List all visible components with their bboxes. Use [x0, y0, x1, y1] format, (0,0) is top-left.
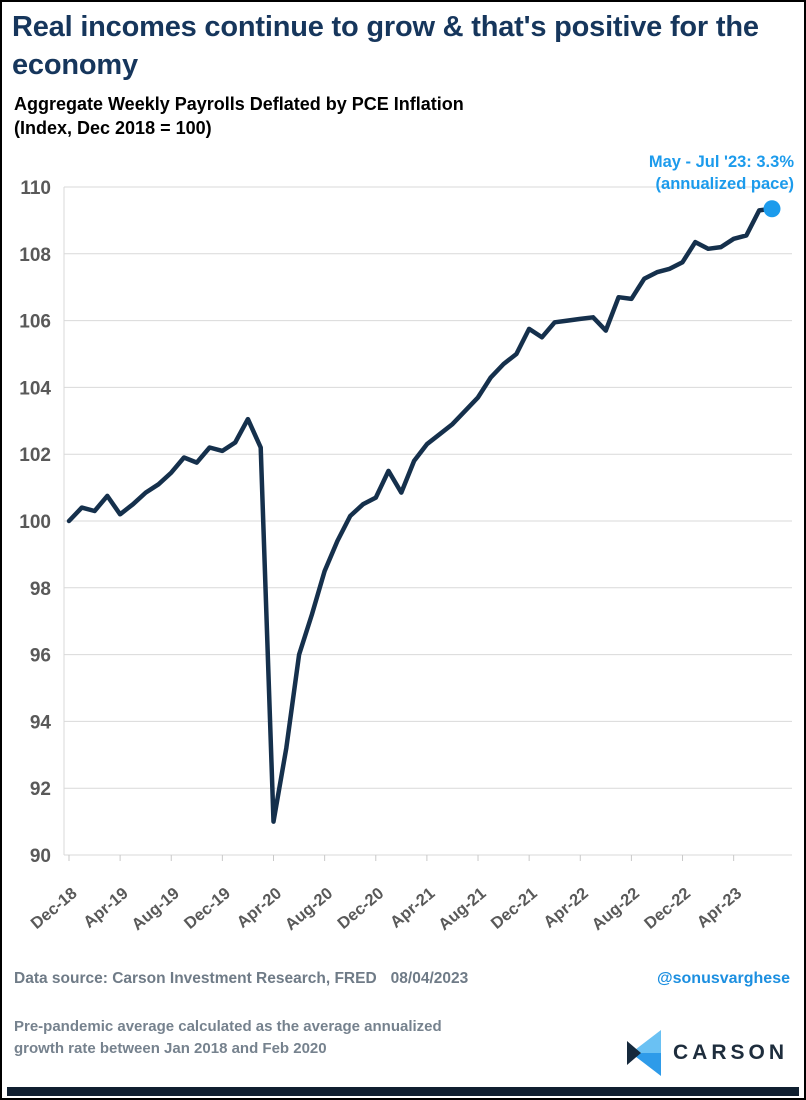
annotation-line2: (annualized pace)	[656, 175, 794, 193]
y-tick-label: 104	[19, 378, 51, 399]
logo-bottom-triangle	[630, 1053, 661, 1076]
x-tick-label: Aug-19	[128, 884, 182, 934]
x-tick-label: Apr-20	[233, 884, 285, 931]
x-tick-label: Apr-19	[80, 884, 132, 931]
x-tick-label: Aug-21	[435, 884, 489, 934]
x-tick-label: Dec-19	[181, 884, 234, 933]
data-source: Data source: Carson Investment Research,…	[14, 970, 468, 988]
y-tick-label: 100	[19, 512, 51, 533]
data-source-label: Data source: Carson Investment Research,…	[14, 970, 377, 987]
y-tick-label: 96	[30, 646, 51, 667]
footnote: Pre-pandemic average calculated as the a…	[14, 1016, 554, 1060]
page-title: Real incomes continue to grow & that's p…	[12, 11, 759, 82]
footnote-line2: growth rate between Jan 2018 and Feb 202…	[14, 1039, 327, 1057]
carson-logo: CARSON	[626, 1030, 788, 1076]
y-tick-label: 90	[30, 846, 51, 867]
x-tick-label: Apr-22	[540, 884, 592, 931]
y-tick-label: 92	[30, 779, 51, 800]
twitter-handle[interactable]: @sonusvarghese	[657, 970, 790, 987]
y-tick-label: 102	[19, 445, 51, 466]
x-tick-label: Apr-23	[694, 884, 746, 931]
y-tick-label: 98	[30, 579, 51, 600]
data-source-date: 08/04/2023	[390, 970, 469, 987]
bottom-accent-bar	[7, 1087, 799, 1096]
carson-logo-icon	[626, 1030, 661, 1076]
chart-subtitle: Aggregate Weekly Payrolls Deflated by PC…	[14, 93, 614, 141]
y-tick-label: 110	[20, 178, 51, 199]
x-tick-label: Dec-20	[334, 884, 387, 933]
x-tick-label: Dec-21	[488, 884, 541, 933]
source-row: Data source: Carson Investment Research,…	[14, 970, 790, 988]
y-tick-label: 94	[30, 712, 52, 733]
y-tick-label: 108	[19, 245, 51, 266]
x-tick-label: Dec-22	[641, 884, 694, 933]
x-tick-label: Aug-20	[282, 884, 336, 934]
annotation-line1: May - Jul '23: 3.3%	[649, 153, 794, 171]
x-tick-label: Apr-21	[387, 884, 439, 931]
payrolls-line-chart: 90 92 94 96 98 100 102 104 106 108 110 Dec-18 Apr-19…	[19, 153, 794, 934]
logo-top-triangle	[630, 1030, 661, 1053]
y-tick-label: 106	[19, 312, 51, 333]
logo-notch-triangle	[626, 1041, 641, 1065]
carson-logo-text: CARSON	[672, 1041, 788, 1064]
x-tick-label: Aug-22	[589, 884, 643, 934]
chart-subtitle-line2: (Index, Dec 2018 = 100)	[14, 117, 212, 138]
chart-subtitle-line1: Aggregate Weekly Payrolls Deflated by PC…	[14, 94, 464, 114]
footnote-line1: Pre-pandemic average calculated as the a…	[14, 1018, 442, 1035]
payrolls-series-line	[66, 206, 775, 824]
latest-point-marker	[763, 200, 781, 218]
x-tick-label: Dec-18	[28, 884, 81, 933]
